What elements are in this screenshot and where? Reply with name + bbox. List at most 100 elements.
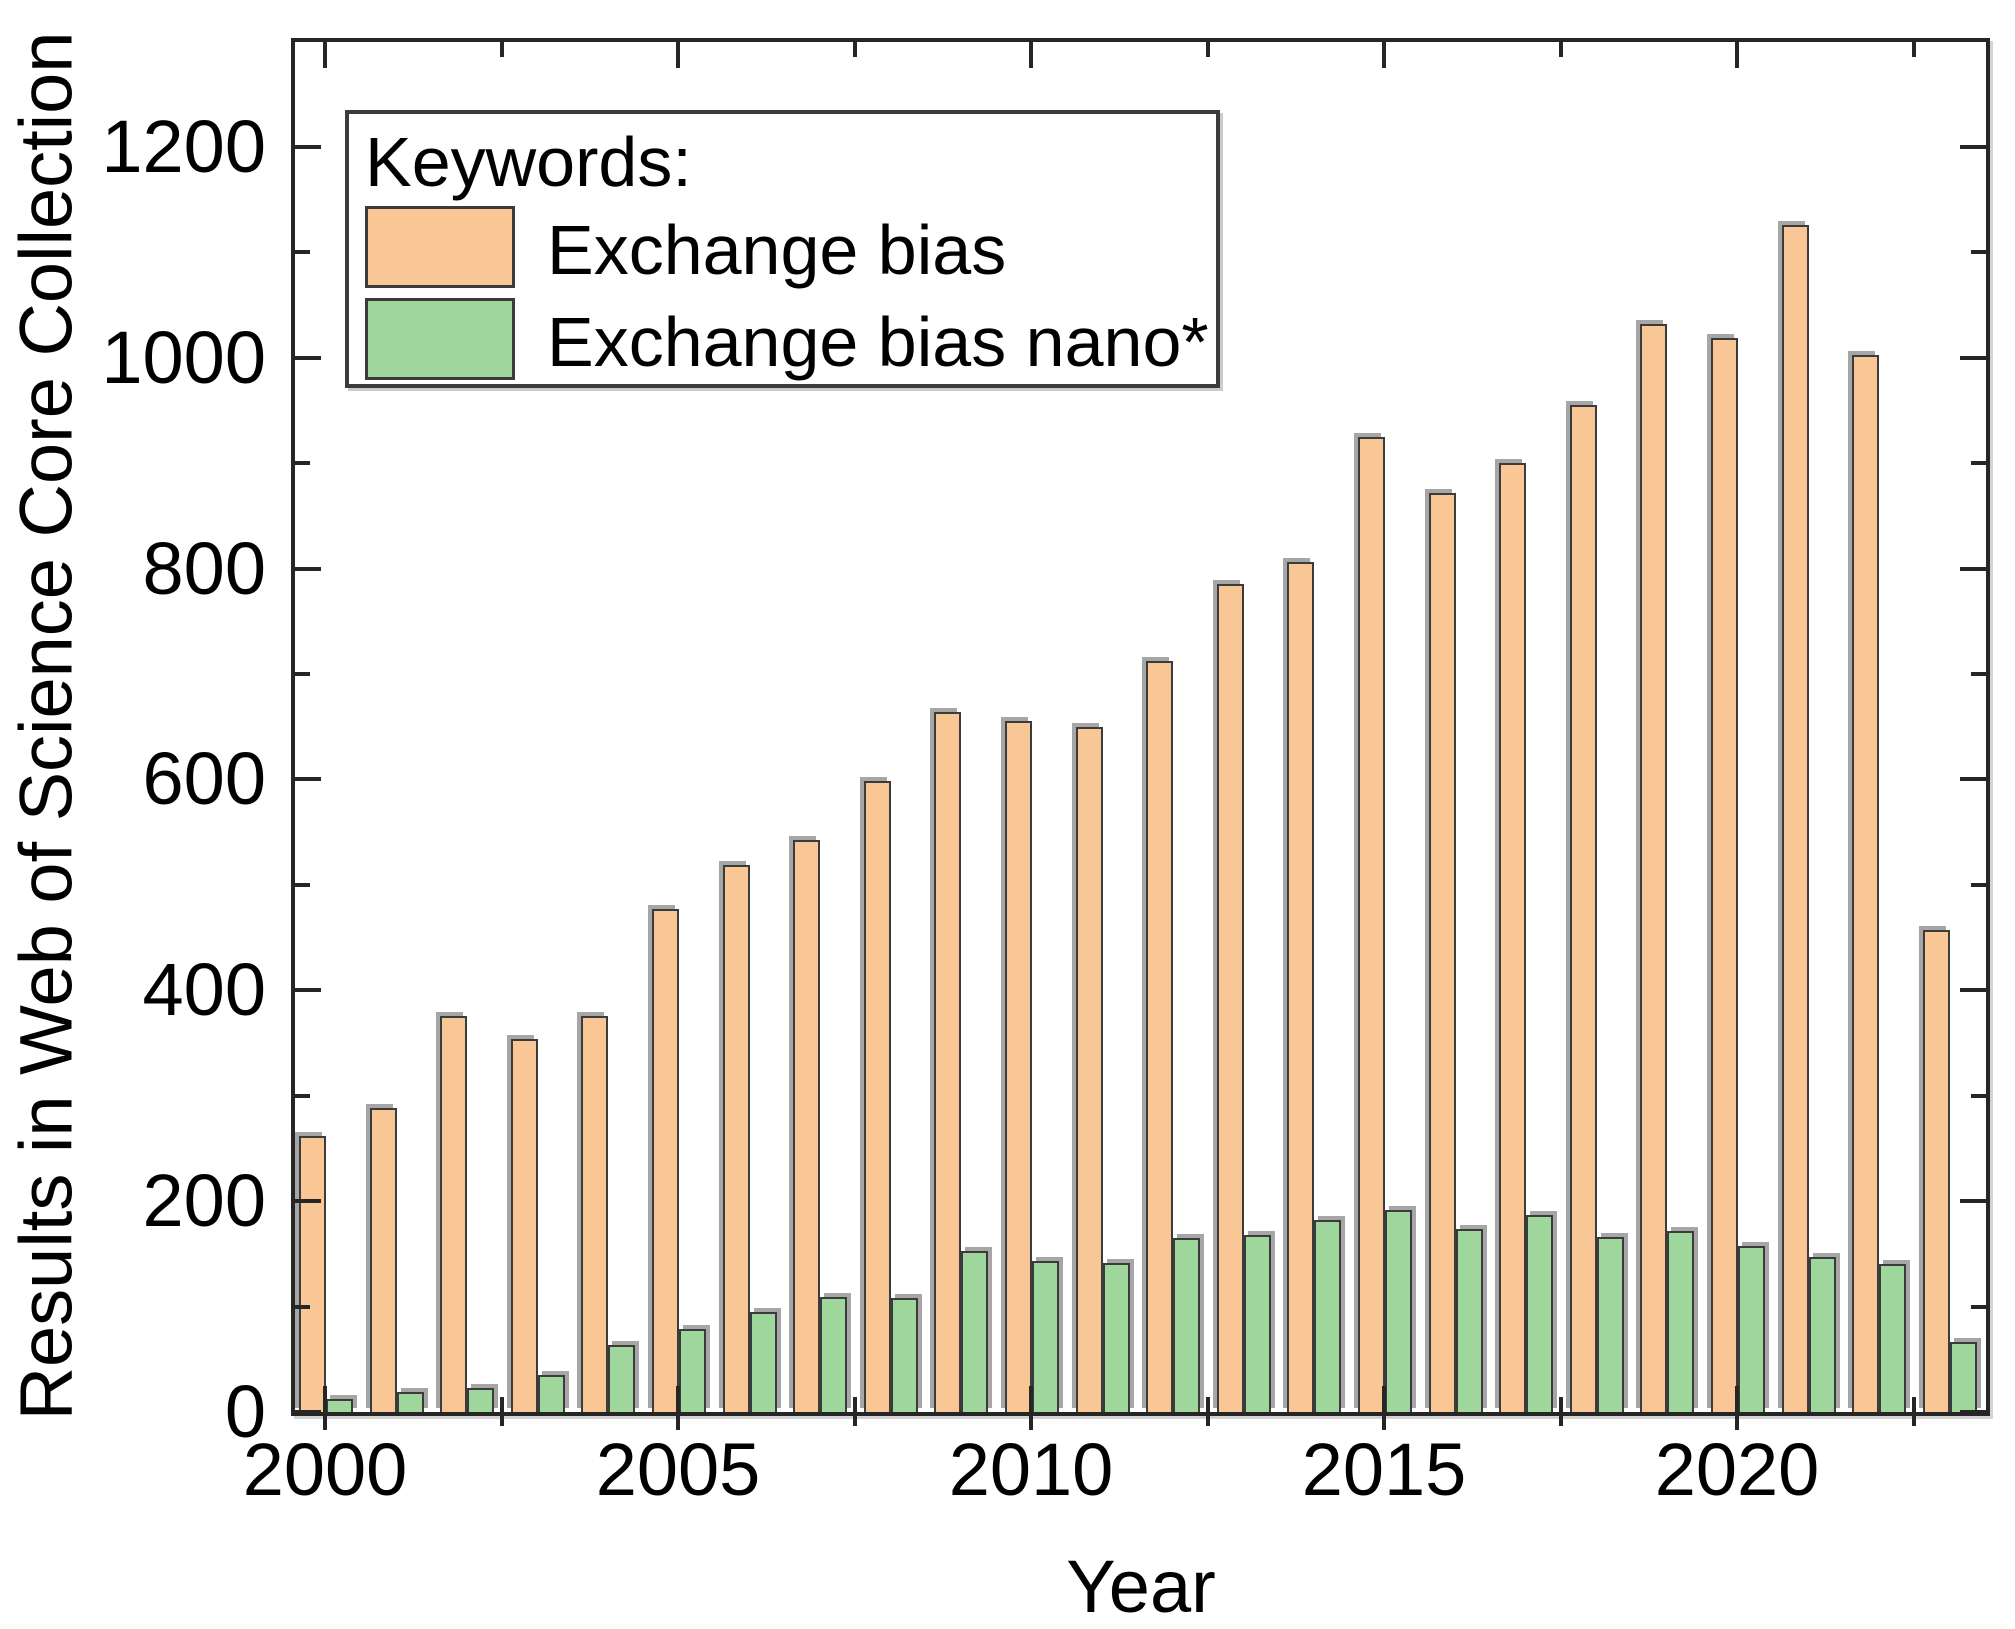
x-minor-outer-tick: [1911, 1416, 1916, 1426]
bar-exchange-bias-2016: [1428, 492, 1456, 1412]
x-tick-label: 2000: [242, 1428, 408, 1511]
x-minor-outer-tick: [1205, 1416, 1210, 1426]
bar-exchange-bias-nano-2022: [1879, 1264, 1907, 1412]
y-major-tick: [295, 1410, 321, 1414]
x-major-tick: [1382, 1386, 1386, 1412]
x-minor-tick: [1911, 1397, 1916, 1412]
x-major-outer-tick: [676, 1416, 680, 1430]
y-major-tick: [295, 988, 321, 993]
bar-exchange-bias-nano-2008: [890, 1298, 918, 1412]
bar-exchange-bias-nano-2002: [467, 1387, 495, 1412]
y-minor-tick: [1971, 882, 1986, 887]
bar-exchange-bias-nano-2010: [1032, 1261, 1059, 1412]
y-minor-tick: [1971, 672, 1986, 677]
y-minor-tick: [295, 1093, 310, 1098]
x-minor-tick: [499, 1397, 504, 1412]
bar-exchange-bias-2000: [299, 1135, 326, 1412]
x-axis-title: Year: [1066, 1545, 1216, 1628]
bar-exchange-bias-nano-2019: [1667, 1230, 1695, 1412]
bar-exchange-bias-nano-2004: [608, 1344, 636, 1412]
y-tick-label: 600: [142, 737, 266, 821]
y-tick-label: 1200: [101, 104, 266, 188]
x-minor-outer-tick: [1558, 1416, 1563, 1426]
bar-exchange-bias-nano-2005: [679, 1328, 706, 1412]
legend-title: Keywords:: [365, 123, 692, 201]
x-minor-outer-tick: [499, 1416, 504, 1426]
bar-exchange-bias-nano-2013: [1243, 1234, 1271, 1412]
legend-label: Exchange bias: [547, 211, 1007, 289]
bar-exchange-bias-2009: [934, 712, 962, 1412]
bar-exchange-bias-nano-2012: [1173, 1238, 1201, 1412]
y-major-tick: [1960, 566, 1986, 571]
bar-exchange-bias-nano-2021: [1808, 1257, 1836, 1412]
bar-exchange-bias-nano-2000: [326, 1399, 353, 1412]
plot-inner: [295, 42, 1986, 1414]
y-minor-tick: [1971, 461, 1986, 466]
x-major-outer-tick: [323, 1416, 327, 1430]
bar-exchange-bias-2011: [1075, 726, 1103, 1412]
x-minor-tick: [852, 1397, 857, 1412]
x-tick-label: 2015: [1301, 1428, 1467, 1511]
y-minor-tick: [1971, 1093, 1986, 1098]
bar-exchange-bias-2004: [581, 1015, 609, 1412]
y-tick-label: 1000: [101, 315, 266, 399]
plot-area: [291, 38, 1990, 1416]
x-minor-tick: [1205, 42, 1210, 57]
bar-exchange-bias-nano-2016: [1455, 1228, 1483, 1412]
x-minor-tick: [1558, 1397, 1563, 1412]
x-tick-label: 2005: [595, 1428, 761, 1511]
bar-exchange-bias-2012: [1146, 661, 1174, 1412]
bar-exchange-bias-2015: [1358, 436, 1385, 1412]
bar-exchange-bias-nano-2007: [820, 1297, 848, 1412]
y-major-tick: [1960, 355, 1986, 360]
y-major-tick: [295, 355, 321, 360]
x-major-outer-tick: [1735, 1416, 1739, 1430]
bar-exchange-bias-2008: [863, 780, 891, 1412]
bar-exchange-bias-nano-2018: [1596, 1237, 1624, 1412]
bar-exchange-bias-2022: [1852, 354, 1880, 1412]
legend-swatch-exchange-bias: [365, 206, 515, 288]
x-minor-outer-tick: [852, 1416, 857, 1426]
y-major-tick: [295, 144, 321, 149]
bar-exchange-bias-nano-2017: [1526, 1214, 1554, 1412]
y-tick-label: 400: [142, 948, 266, 1032]
bar-exchange-bias-nano-2006: [749, 1311, 777, 1412]
legend-swatch-exchange-bias-nano: [365, 298, 515, 380]
bar-exchange-bias-nano-2001: [396, 1391, 424, 1412]
legend-label: Exchange bias nano*: [547, 303, 1209, 381]
x-tick-label: 2010: [948, 1428, 1114, 1511]
x-major-tick: [676, 42, 680, 68]
bar-exchange-bias-2006: [722, 864, 750, 1412]
bar-exchange-bias-2014: [1287, 562, 1315, 1412]
bar-exchange-bias-nano-2011: [1102, 1263, 1130, 1412]
y-major-tick: [1960, 144, 1986, 149]
bar-exchange-bias-nano-2009: [961, 1250, 989, 1412]
x-major-tick: [323, 42, 327, 68]
legend-entry-exchange-bias-nano: Exchange bias nano*: [365, 298, 1209, 381]
bar-exchange-bias-nano-2023: [1949, 1342, 1977, 1412]
bar-exchange-bias-2001: [369, 1108, 397, 1412]
x-major-tick: [323, 1386, 327, 1412]
x-tick-label: 2020: [1654, 1428, 1820, 1511]
y-minor-tick: [295, 1304, 310, 1309]
y-major-tick: [1960, 777, 1986, 782]
x-minor-tick: [1911, 42, 1916, 57]
x-major-tick: [676, 1386, 680, 1412]
x-minor-tick: [852, 42, 857, 57]
y-tick-label: 0: [224, 1370, 266, 1453]
x-major-outer-tick: [1029, 1416, 1033, 1430]
bar-exchange-bias-2003: [510, 1038, 538, 1412]
x-major-tick: [1382, 42, 1386, 68]
bar-exchange-bias-2020: [1711, 337, 1738, 1412]
bar-exchange-bias-nano-2014: [1314, 1220, 1342, 1412]
bar-exchange-bias-2023: [1922, 930, 1950, 1412]
bar-exchange-bias-2002: [440, 1015, 468, 1412]
bar-exchange-bias-nano-2015: [1385, 1209, 1412, 1412]
bar-exchange-bias-2010: [1005, 721, 1032, 1412]
y-minor-tick: [295, 461, 310, 466]
y-major-tick: [295, 1199, 321, 1204]
x-major-outer-tick: [1382, 1416, 1386, 1430]
y-minor-tick: [1971, 250, 1986, 255]
y-tick-label: 200: [142, 1159, 266, 1243]
